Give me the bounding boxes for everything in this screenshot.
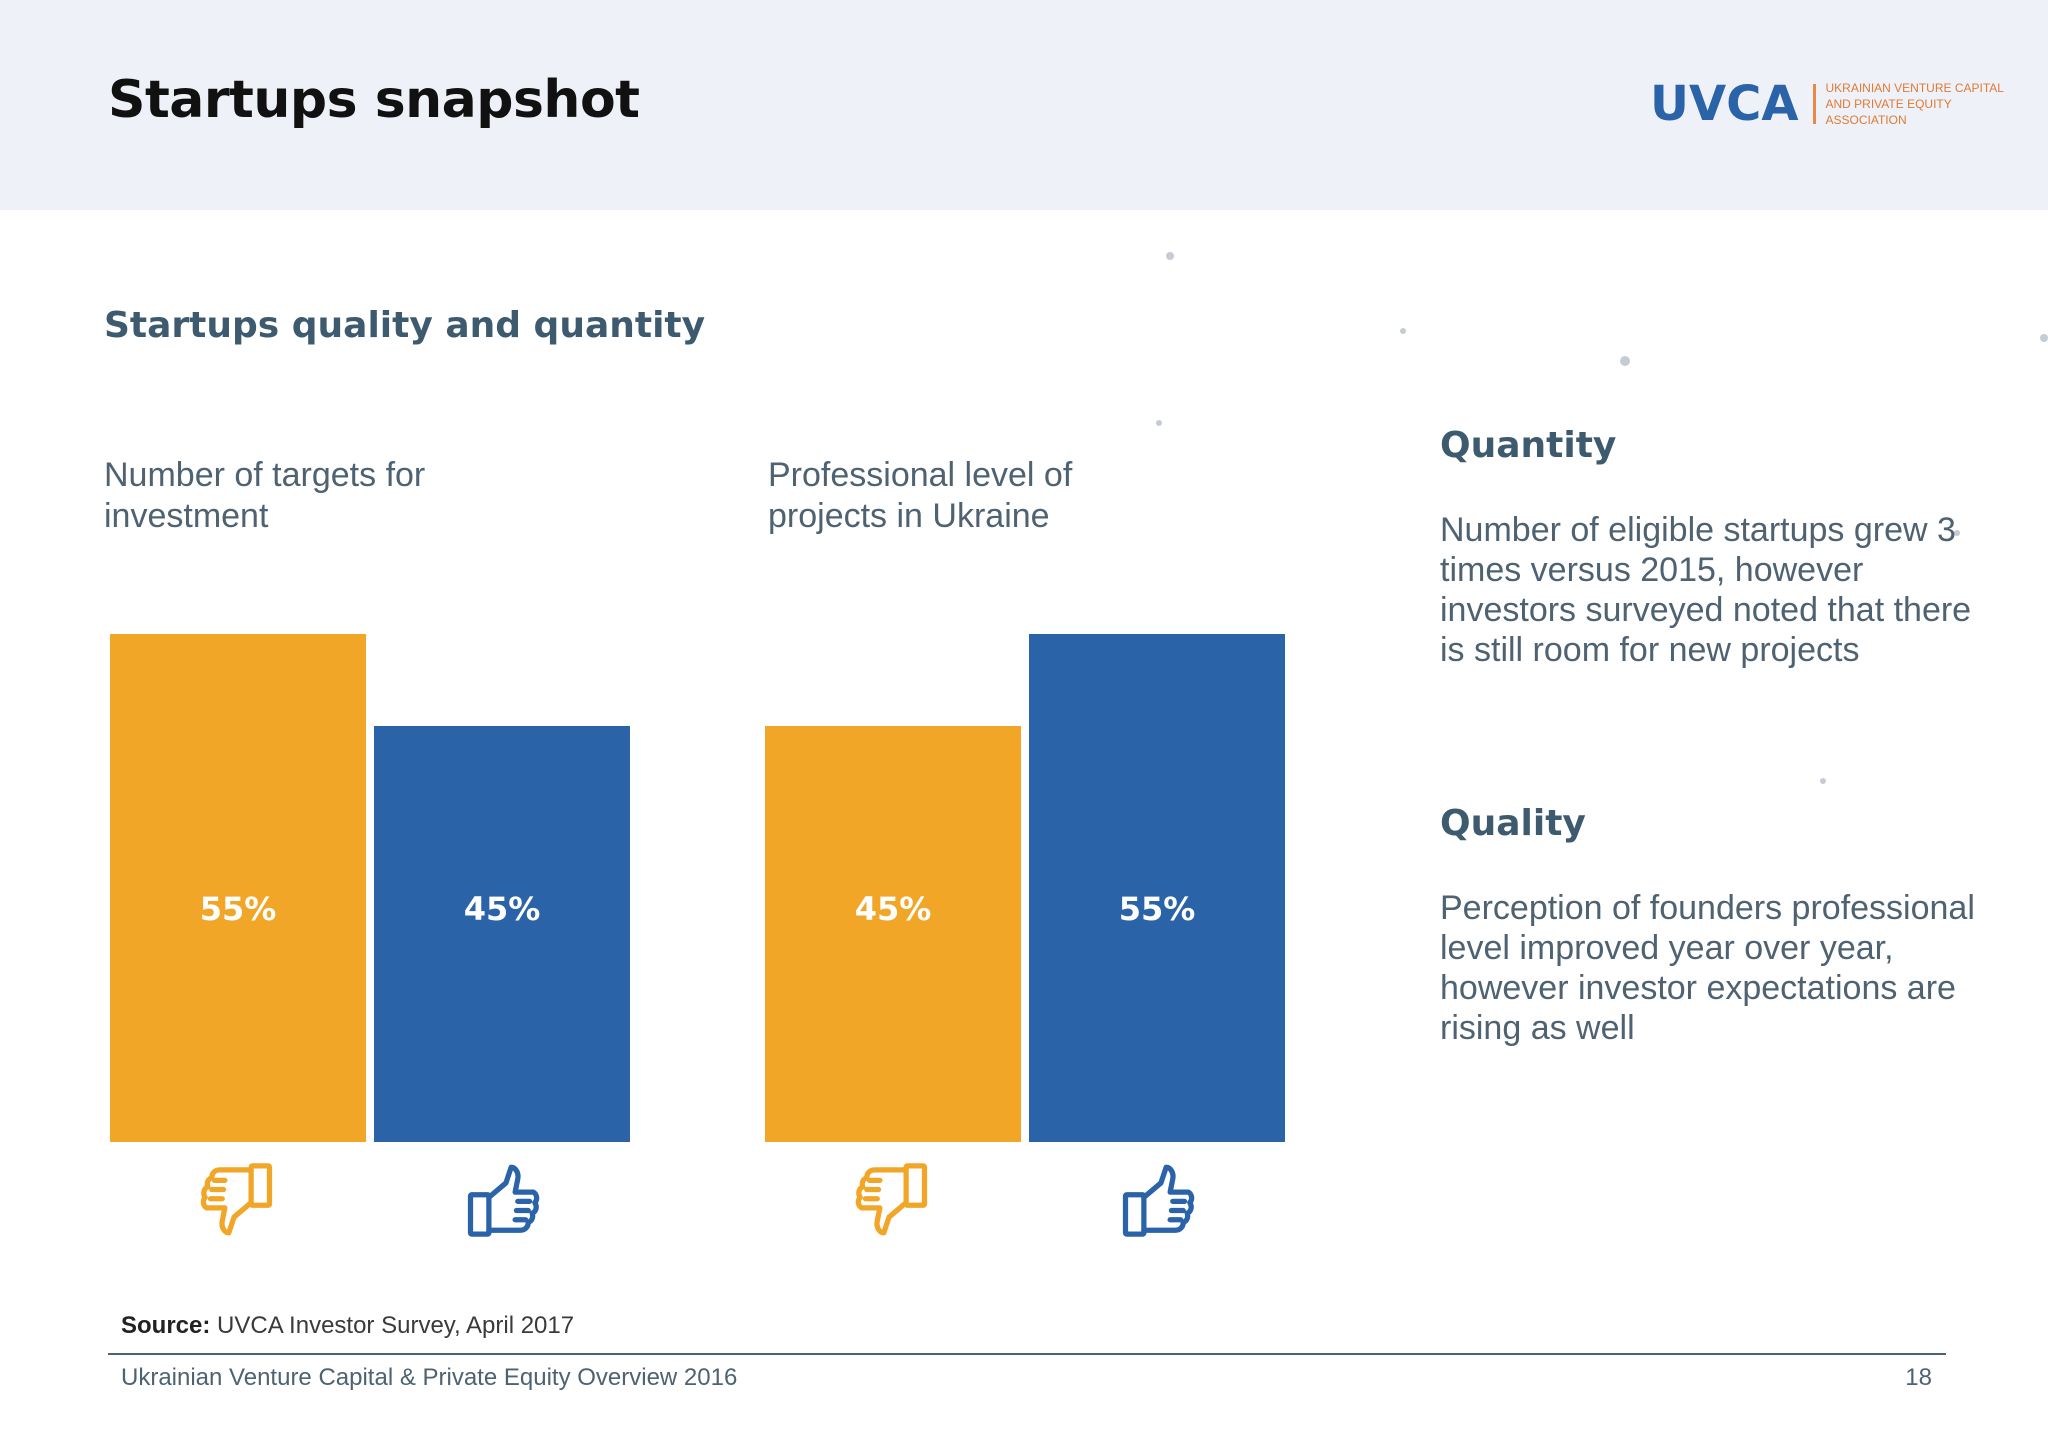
page-number: 18 [1905, 1364, 1932, 1391]
chart-1-bar-thumbs-down [110, 634, 366, 1142]
decor-dot [1620, 356, 1630, 366]
source-text: UVCA Investor Survey, April 2017 [217, 1312, 575, 1339]
quantity-text: Number of eligible startups grew 3 times… [1440, 511, 1972, 669]
logo-subtitle: UKRAINIAN VENTURE CAPITAL AND PRIVATE EQ… [1825, 81, 2004, 127]
thumbs-up-icon [460, 1158, 544, 1242]
uvca-logo: UVCA UKRAINIAN VENTURE CAPITAL AND PRIVA… [1650, 76, 2016, 132]
logo-divider [1812, 84, 1816, 124]
source-label: Source: [121, 1312, 211, 1339]
chart-2-value-label: 45% [854, 890, 932, 928]
decor-dot [1156, 420, 1162, 426]
thumbs-down-icon [851, 1158, 935, 1242]
page-title: Startups snapshot [108, 70, 640, 130]
thumbs-up-icon [1115, 1158, 1199, 1242]
decor-dot [1400, 328, 1406, 334]
chart-title-targets: Number of targets for investment [104, 456, 426, 535]
header-band [0, 0, 2048, 210]
chart-title-professional: Professional level of projects in Ukrain… [768, 456, 1073, 535]
chart-1-bar-thumbs-up [374, 726, 630, 1142]
footer-report-title: Ukrainian Venture Capital & Private Equi… [121, 1364, 738, 1391]
thumbs-down-icon [196, 1158, 280, 1242]
chart-1-value-label: 55% [199, 890, 277, 928]
decor-dot [1820, 778, 1826, 784]
source-note: Source: UVCA Investor Survey, April 2017 [121, 1312, 574, 1340]
decor-dot [1166, 252, 1174, 260]
chart-2-bar-thumbs-up [1029, 634, 1285, 1142]
chart-2-bar-thumbs-down [765, 726, 1021, 1142]
logo-wordmark: UVCA [1650, 76, 1799, 132]
footer-divider [108, 1353, 1946, 1355]
quality-heading: Quality [1440, 803, 1586, 844]
decor-dot [1954, 530, 1960, 536]
quantity-heading: Quantity [1440, 425, 1617, 466]
chart-2-value-label: 55% [1118, 890, 1196, 928]
section-subtitle: Startups quality and quantity [104, 305, 706, 346]
quality-text: Perception of founders professional leve… [1440, 889, 1975, 1047]
decor-dot [2040, 334, 2048, 342]
chart-1-value-label: 45% [463, 890, 541, 928]
